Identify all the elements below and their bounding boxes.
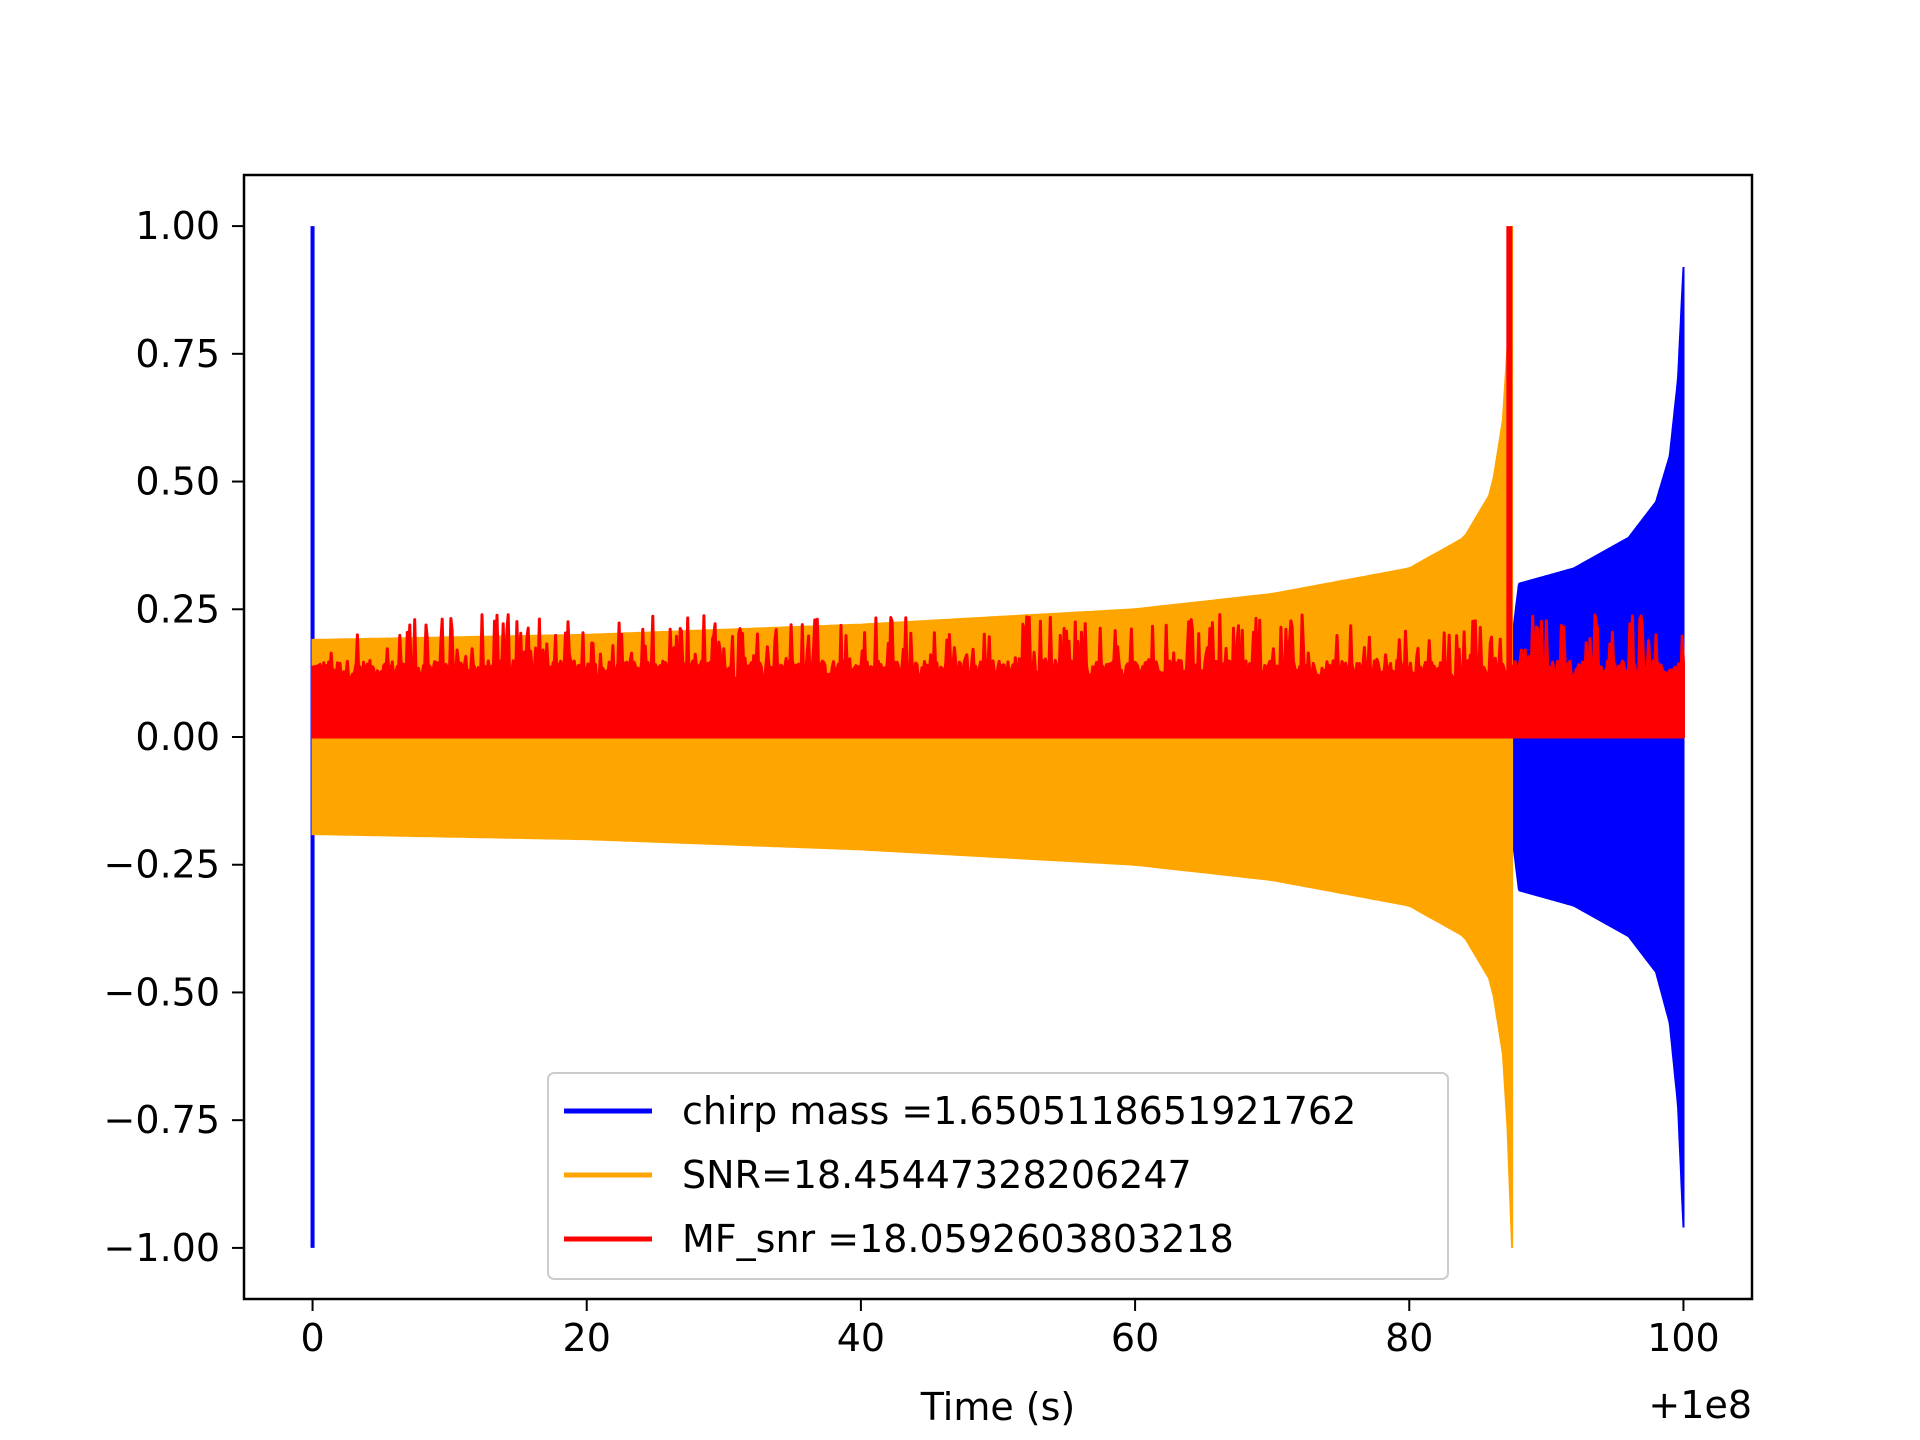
x-tick-label: 100 <box>1647 1316 1720 1360</box>
x-offset-label: +1e8 <box>1648 1383 1752 1427</box>
plot-area <box>310 226 1685 1248</box>
y-tick-label: 0.75 <box>135 332 220 376</box>
y-tick-label: 0.50 <box>135 460 220 504</box>
x-tick-label: 20 <box>563 1316 611 1360</box>
legend: chirp mass =1.6505118651921762 SNR=18.454… <box>547 1072 1449 1280</box>
y-tick-label: 1.00 <box>135 204 220 248</box>
legend-box <box>547 1072 1449 1280</box>
x-tick-label: 80 <box>1385 1316 1433 1360</box>
x-tick-label: 60 <box>1111 1316 1159 1360</box>
y-tick-label: −0.50 <box>104 970 220 1014</box>
x-tick-label: 0 <box>300 1316 324 1360</box>
x-tick-label: 40 <box>837 1316 885 1360</box>
series-chirp-mass-envelope <box>1508 266 1685 1228</box>
y-tick-label: −0.75 <box>104 1098 220 1142</box>
x-axis: 0 20 40 60 80 100 <box>300 1299 1720 1360</box>
y-tick-label: −1.00 <box>104 1226 220 1270</box>
y-tick-label: 0.25 <box>135 587 220 631</box>
y-tick-label: −0.25 <box>104 843 220 887</box>
legend-entry-label: SNR=18.45447328206247 <box>682 1153 1192 1197</box>
legend-entry-label: chirp mass =1.6505118651921762 <box>682 1089 1356 1133</box>
x-axis-label: Time (s) <box>920 1385 1076 1429</box>
legend-entry-label: MF_snr =18.0592603803218 <box>682 1217 1234 1261</box>
series-mf-snr-band <box>311 613 1685 739</box>
y-axis: 1.00 0.75 0.50 0.25 0.00 −0.25 −0.50 −0.75 −1.00 <box>104 204 244 1270</box>
y-tick-label: 0.00 <box>135 715 220 759</box>
